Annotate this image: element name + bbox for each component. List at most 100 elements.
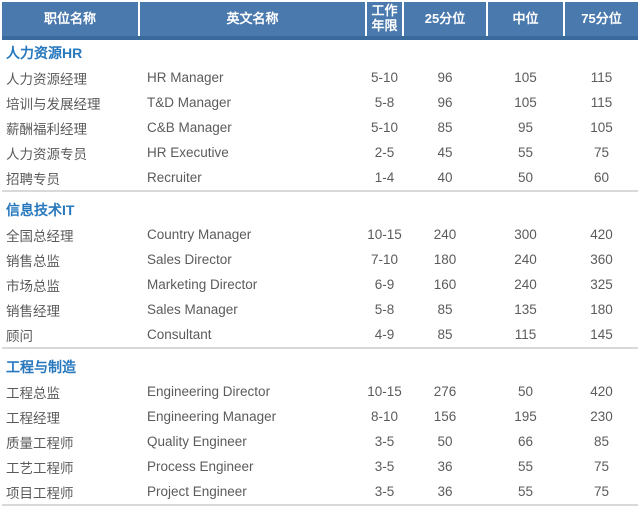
position-name-cell: 质量工程师 bbox=[6, 435, 74, 451]
percentile-25-cell: 96 bbox=[437, 95, 453, 110]
table-row: 人力资源专员 HR Executive 2-5 45 55 75 bbox=[2, 140, 638, 165]
table-row: 招聘专员 Recruiter 1-4 40 50 60 bbox=[2, 165, 638, 190]
percentile-75-cell: 75 bbox=[593, 145, 610, 160]
percentile-25-cell: 50 bbox=[437, 434, 453, 449]
english-name-cell: C&B Manager bbox=[147, 120, 232, 135]
work-years-cell: 2-5 bbox=[374, 145, 395, 160]
english-name-cell: Project Engineer bbox=[147, 484, 247, 499]
english-name-cell: Consultant bbox=[147, 327, 212, 342]
median-cell: 240 bbox=[514, 252, 537, 267]
table-row: 顾问 Consultant 4-9 85 115 145 bbox=[2, 322, 638, 347]
median-cell: 195 bbox=[514, 409, 537, 424]
position-name-cell: 工程总监 bbox=[6, 385, 60, 401]
work-years-cell: 1-4 bbox=[374, 170, 395, 185]
table-section: 工程与制造 工程总监 Engineering Director 10-15 276 50 4… bbox=[2, 347, 638, 504]
position-name-cell: 销售经理 bbox=[6, 303, 60, 319]
percentile-75-cell: 75 bbox=[593, 484, 610, 499]
work-years-cell: 8-10 bbox=[370, 409, 399, 424]
work-years-cell: 5-8 bbox=[374, 302, 395, 317]
percentile-25-cell: 85 bbox=[437, 120, 453, 135]
median-cell: 50 bbox=[517, 170, 534, 185]
table-row: 全国总经理 Country Manager 10-15 240 300 420 bbox=[2, 222, 638, 247]
percentile-75-cell: 115 bbox=[590, 70, 613, 85]
position-name-cell: 顾问 bbox=[6, 328, 33, 344]
position-name-cell: 项目工程师 bbox=[6, 485, 74, 501]
percentile-75-cell: 105 bbox=[590, 120, 613, 135]
work-years-cell: 6-9 bbox=[374, 277, 395, 292]
work-years-cell: 3-5 bbox=[374, 484, 395, 499]
section-divider bbox=[2, 504, 638, 506]
work-years-cell: 3-5 bbox=[374, 434, 395, 449]
work-years-cell: 5-10 bbox=[370, 70, 399, 85]
position-name-cell: 培训与发展经理 bbox=[6, 96, 101, 112]
column-header-percentile-25: 25分位 bbox=[404, 2, 486, 36]
table-row: 工程总监 Engineering Director 10-15 276 50 420 bbox=[2, 379, 638, 404]
percentile-25-cell: 240 bbox=[433, 227, 457, 242]
median-cell: 55 bbox=[517, 145, 534, 160]
work-years-cell: 10-15 bbox=[367, 227, 402, 242]
table-section: 人力资源HR 人力资源经理 HR Manager 5-10 96 105 115 培训与发展经… bbox=[2, 40, 638, 190]
percentile-75-cell: 75 bbox=[593, 459, 610, 474]
english-name-cell: Process Engineer bbox=[147, 459, 254, 474]
english-name-cell: HR Executive bbox=[147, 145, 229, 160]
percentile-75-cell: 420 bbox=[590, 384, 613, 399]
percentile-75-cell: 180 bbox=[590, 302, 613, 317]
table-section: 信息技术IT 全国总经理 Country Manager 10-15 240 300 420… bbox=[2, 190, 638, 347]
percentile-25-cell: 180 bbox=[433, 252, 457, 267]
percentile-25-cell: 96 bbox=[437, 70, 453, 85]
median-cell: 105 bbox=[514, 95, 537, 110]
percentile-25-cell: 156 bbox=[433, 409, 457, 424]
section-title: 工程与制造 bbox=[6, 358, 76, 375]
position-name-cell: 薪酬福利经理 bbox=[6, 121, 87, 137]
percentile-25-cell: 85 bbox=[437, 327, 453, 342]
table-row: 项目工程师 Project Engineer 3-5 36 55 75 bbox=[2, 479, 638, 504]
median-cell: 95 bbox=[517, 120, 534, 135]
percentile-75-cell: 145 bbox=[590, 327, 613, 342]
median-cell: 55 bbox=[517, 484, 534, 499]
section-title: 人力资源HR bbox=[6, 44, 83, 61]
column-header-median: 中位 bbox=[488, 2, 563, 36]
percentile-25-cell: 36 bbox=[437, 484, 453, 499]
column-header-work-years: 工作年限 bbox=[367, 2, 402, 36]
position-name-cell: 市场总监 bbox=[6, 278, 60, 294]
percentile-75-cell: 85 bbox=[593, 434, 610, 449]
table-row: 销售经理 Sales Manager 5-8 85 135 180 bbox=[2, 297, 638, 322]
percentile-25-cell: 40 bbox=[437, 170, 453, 185]
median-cell: 240 bbox=[514, 277, 537, 292]
column-header-percentile-75: 75分位 bbox=[565, 2, 638, 36]
table-row: 销售总监 Sales Director 7-10 180 240 360 bbox=[2, 247, 638, 272]
median-cell: 50 bbox=[517, 384, 534, 399]
english-name-cell: Sales Manager bbox=[147, 302, 238, 317]
percentile-25-cell: 36 bbox=[437, 459, 453, 474]
work-years-cell: 3-5 bbox=[374, 459, 395, 474]
percentile-75-cell: 115 bbox=[590, 95, 613, 110]
table-row: 质量工程师 Quality Engineer 3-5 50 66 85 bbox=[2, 429, 638, 454]
percentile-25-cell: 276 bbox=[433, 384, 457, 399]
table-row: 薪酬福利经理 C&B Manager 5-10 85 95 105 bbox=[2, 115, 638, 140]
english-name-cell: Quality Engineer bbox=[147, 434, 247, 449]
table-row: 工艺工程师 Process Engineer 3-5 36 55 75 bbox=[2, 454, 638, 479]
table-header-row: 职位名称 英文名称 工作年限 25分位 中位 75分位 bbox=[2, 2, 638, 40]
english-name-cell: Country Manager bbox=[147, 227, 252, 242]
table-row: 培训与发展经理 T&D Manager 5-8 96 105 115 bbox=[2, 90, 638, 115]
work-years-cell: 5-8 bbox=[374, 95, 395, 110]
column-header-english-name: 英文名称 bbox=[140, 2, 365, 36]
work-years-cell: 7-10 bbox=[370, 252, 399, 267]
work-years-cell: 4-9 bbox=[374, 327, 395, 342]
position-name-cell: 工艺工程师 bbox=[6, 460, 74, 476]
percentile-25-cell: 85 bbox=[437, 302, 453, 317]
english-name-cell: Sales Director bbox=[147, 252, 232, 267]
table-row: 市场总监 Marketing Director 6-9 160 240 325 bbox=[2, 272, 638, 297]
percentile-75-cell: 325 bbox=[590, 277, 613, 292]
median-cell: 115 bbox=[514, 327, 537, 342]
percentile-75-cell: 60 bbox=[593, 170, 610, 185]
percentile-75-cell: 230 bbox=[590, 409, 613, 424]
percentile-75-cell: 360 bbox=[590, 252, 613, 267]
median-cell: 135 bbox=[514, 302, 537, 317]
position-name-cell: 全国总经理 bbox=[6, 228, 74, 244]
percentile-25-cell: 160 bbox=[433, 277, 457, 292]
table-row: 工程经理 Engineering Manager 8-10 156 195 230 bbox=[2, 404, 638, 429]
median-cell: 55 bbox=[517, 459, 534, 474]
percentile-25-cell: 45 bbox=[437, 145, 453, 160]
